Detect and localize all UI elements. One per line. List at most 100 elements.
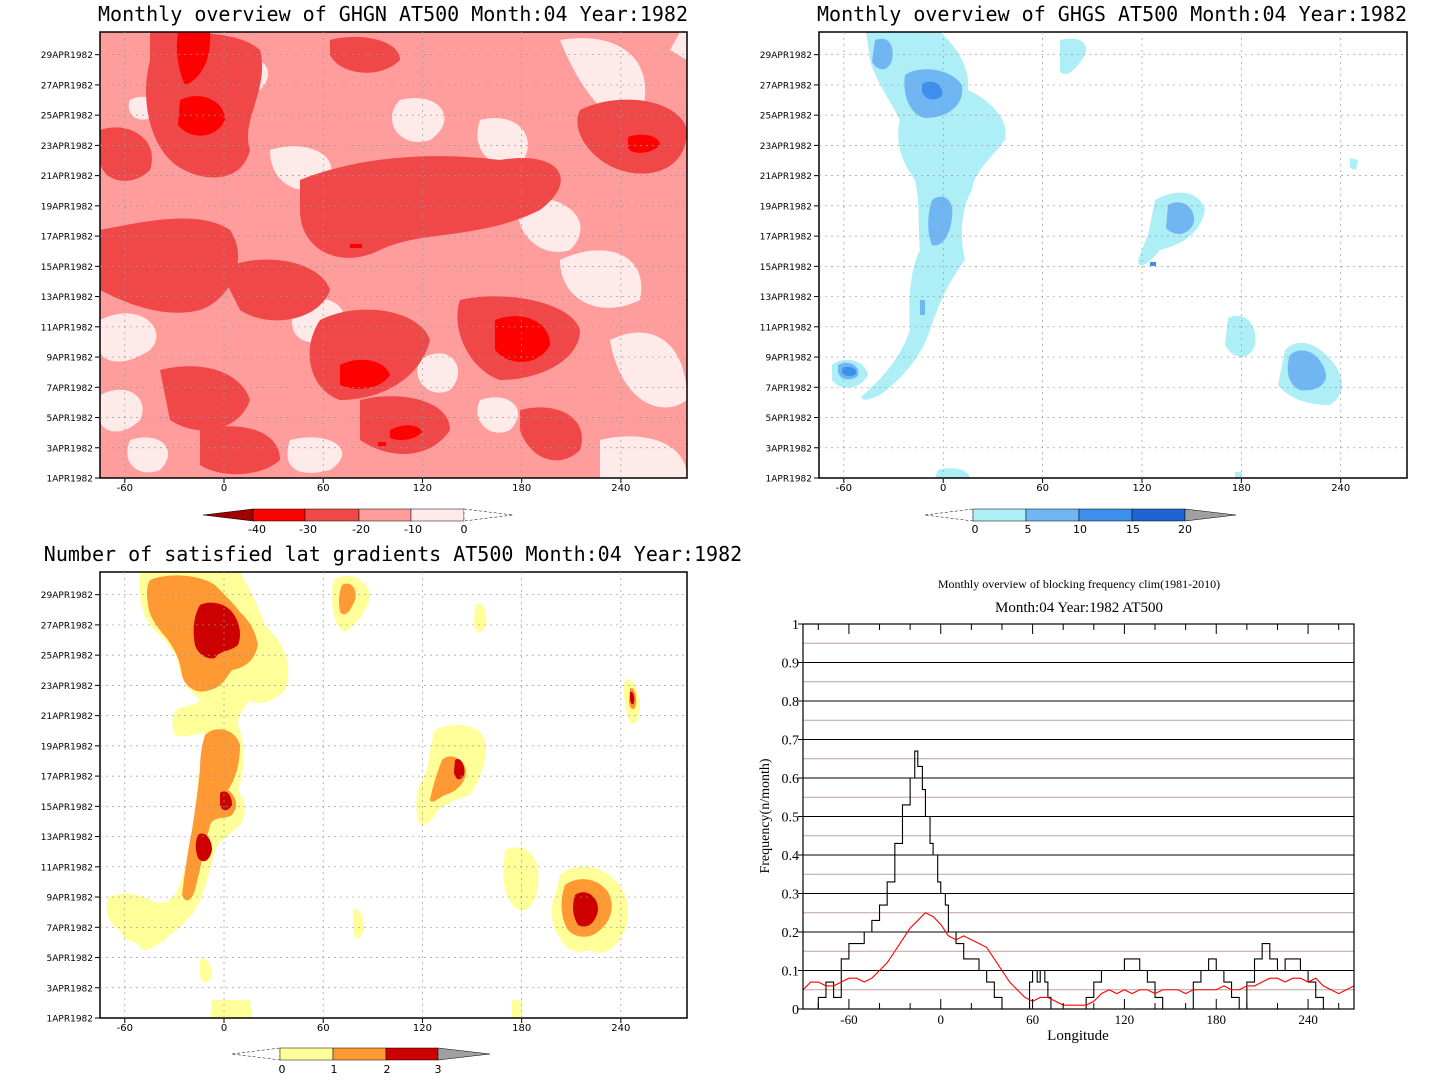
blocking-frequency-panel: Monthly overview of blocking frequency c… bbox=[758, 577, 1355, 1044]
date-tick-label: 29APR1982 bbox=[760, 51, 812, 61]
longitude-tick-label: 0 bbox=[221, 1023, 227, 1034]
ghgs-strong-regions bbox=[842, 81, 1156, 377]
grad-colorbar-segment bbox=[385, 1047, 439, 1061]
ghgs-colorbar-segment bbox=[924, 508, 974, 522]
grad-panel: Number of satisfied lat gradients AT500 … bbox=[41, 542, 742, 1076]
date-tick-label: 19APR1982 bbox=[41, 202, 93, 212]
date-tick-label: 11APR1982 bbox=[760, 323, 812, 333]
y-tick-label: 0 bbox=[792, 1003, 799, 1018]
ghgn-longitude-axis: -60 0 60 120 180 240 bbox=[117, 478, 630, 494]
date-tick-label: 9APR1982 bbox=[47, 354, 93, 364]
date-tick-label: 5APR1982 bbox=[766, 414, 812, 424]
date-tick-label: 27APR1982 bbox=[41, 621, 93, 631]
grad-level3-regions bbox=[193, 602, 635, 927]
date-tick-label: 3APR1982 bbox=[47, 444, 93, 454]
grad-colorbar-segment bbox=[437, 1047, 491, 1061]
date-tick-label: 17APR1982 bbox=[760, 233, 812, 243]
x-tick-label: 0 bbox=[938, 1012, 945, 1027]
longitude-tick-label: 0 bbox=[221, 483, 227, 494]
longitude-tick-label: -60 bbox=[117, 1023, 133, 1034]
longitude-tick-label: 240 bbox=[611, 483, 630, 494]
series-line-red bbox=[802, 912, 1355, 1006]
grad-colorbar-label: 0 bbox=[279, 1063, 286, 1076]
ghgn-field bbox=[100, 32, 687, 478]
ghgn-colorbar-label: -10 bbox=[404, 523, 422, 536]
ghgn-colorbar-label: -40 bbox=[248, 523, 266, 536]
grad-colorbar-segment bbox=[279, 1047, 334, 1061]
y-tick-label: 0.2 bbox=[782, 926, 800, 941]
x-tick-label: 240 bbox=[1298, 1012, 1318, 1027]
date-tick-label: 9APR1982 bbox=[47, 894, 93, 904]
date-tick-label: 13APR1982 bbox=[760, 293, 812, 303]
date-tick-label: 23APR1982 bbox=[760, 142, 812, 152]
ghgn-colorbar-segment bbox=[304, 508, 360, 522]
date-tick-label: 19APR1982 bbox=[760, 202, 812, 212]
ghgn-colorbar: -40 -30 -20 -10 0 bbox=[202, 508, 514, 536]
line-chart-xlabel: Longitude bbox=[1047, 1028, 1109, 1044]
ghgs-colorbar-label: 5 bbox=[1025, 523, 1032, 536]
date-tick-label: 29APR1982 bbox=[41, 51, 93, 61]
ghgs-colorbar-segment bbox=[1184, 508, 1237, 522]
ghgn-weak-regions bbox=[100, 32, 687, 478]
date-tick-label: 15APR1982 bbox=[41, 803, 93, 813]
y-tick-label: 0.5 bbox=[782, 811, 800, 826]
date-tick-label: 23APR1982 bbox=[41, 682, 93, 692]
ghgs-colorbar-segment bbox=[1078, 508, 1133, 522]
ghgs-colorbar: 0 5 10 15 20 bbox=[924, 508, 1237, 536]
y-tick-label: 0.4 bbox=[782, 849, 800, 864]
longitude-tick-label: 240 bbox=[611, 1023, 630, 1034]
ghgn-strong-regions bbox=[176, 32, 660, 446]
ghgs-colorbar-label: 20 bbox=[1178, 523, 1192, 536]
date-tick-label: 17APR1982 bbox=[41, 773, 93, 783]
ghgs-frame bbox=[818, 31, 1408, 479]
ghgn-colorbar-label: -30 bbox=[299, 523, 317, 536]
ghgn-title: Monthly overview of GHGN AT500 Month:04 … bbox=[98, 2, 688, 26]
date-tick-label: 15APR1982 bbox=[760, 263, 812, 273]
grad-date-axis: 1APR1982 3APR1982 5APR1982 7APR1982 9APR1982… bbox=[41, 591, 100, 1025]
ghgs-colorbar-label: 0 bbox=[972, 523, 979, 536]
grad-colorbar-label: 3 bbox=[435, 1063, 442, 1076]
y-tick-label: 0.1 bbox=[782, 965, 800, 980]
series-line-black bbox=[803, 750, 1354, 1010]
date-tick-label: 17APR1982 bbox=[41, 233, 93, 243]
ghgn-colorbar-segment bbox=[202, 508, 254, 522]
date-tick-label: 21APR1982 bbox=[760, 172, 812, 182]
line-chart-title: Monthly overview of blocking frequency c… bbox=[938, 577, 1220, 591]
ghgn-colorbar-segment bbox=[410, 508, 465, 522]
date-tick-label: 19APR1982 bbox=[41, 742, 93, 752]
grad-colorbar-segment bbox=[231, 1047, 281, 1061]
date-tick-label: 27APR1982 bbox=[41, 81, 93, 91]
longitude-tick-label: 120 bbox=[413, 1023, 432, 1034]
date-tick-label: 25APR1982 bbox=[41, 652, 93, 662]
longitude-tick-label: 180 bbox=[512, 1023, 531, 1034]
ghgs-longitude-axis: -60 0 60 120 180 240 bbox=[836, 478, 1350, 494]
date-tick-label: 25APR1982 bbox=[41, 112, 93, 122]
date-tick-label: 1APR1982 bbox=[47, 475, 93, 485]
date-tick-label: 3APR1982 bbox=[766, 444, 812, 454]
line-chart-gridlines bbox=[803, 642, 1354, 991]
ghgn-panel: Monthly overview of GHGN AT500 Month:04 … bbox=[41, 2, 688, 536]
y-tick-label: 0.9 bbox=[782, 657, 800, 672]
x-tick-label: 180 bbox=[1207, 1012, 1227, 1027]
grad-gridlines bbox=[100, 572, 687, 1018]
ghgn-colorbar-segment bbox=[463, 508, 514, 522]
grad-longitude-axis: -60 0 60 120 180 240 bbox=[117, 1018, 630, 1034]
ghgs-date-axis: 1APR1982 3APR1982 5APR1982 7APR1982 9APR1982… bbox=[760, 51, 819, 485]
grad-colorbar-segment bbox=[332, 1047, 387, 1061]
date-tick-label: 15APR1982 bbox=[41, 263, 93, 273]
line-chart-x-axis: -60 0 60 120 180 240 bbox=[817, 624, 1340, 1027]
line-chart-ylabel: Frequency(n/month) bbox=[758, 758, 773, 873]
x-tick-label: 60 bbox=[1026, 1012, 1039, 1027]
longitude-tick-label: -60 bbox=[836, 483, 852, 494]
longitude-tick-label: 60 bbox=[317, 483, 330, 494]
grad-frame bbox=[99, 571, 688, 1019]
longitude-tick-label: 180 bbox=[512, 483, 531, 494]
ghgs-field bbox=[819, 32, 1407, 478]
x-tick-label: -60 bbox=[840, 1012, 857, 1027]
y-tick-label: 1 bbox=[792, 618, 799, 633]
y-tick-label: 0.3 bbox=[782, 888, 800, 903]
date-tick-label: 1APR1982 bbox=[766, 475, 812, 485]
ghgs-gridlines bbox=[819, 32, 1407, 478]
grad-colorbar-label: 2 bbox=[384, 1063, 391, 1076]
